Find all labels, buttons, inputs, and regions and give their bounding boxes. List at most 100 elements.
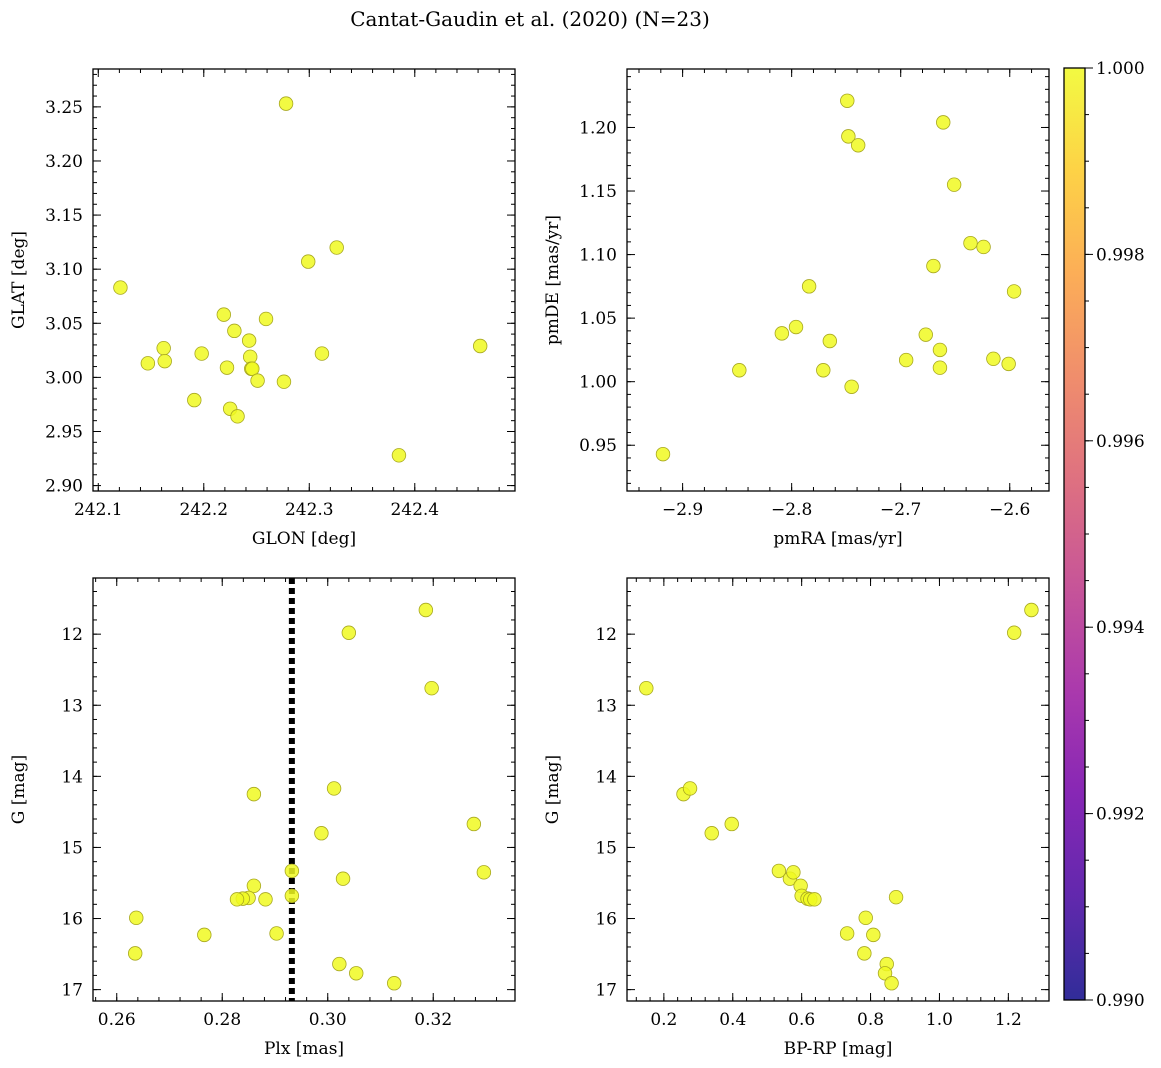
scatter-point — [1001, 356, 1016, 372]
scatter-point — [946, 177, 962, 192]
x-axis-label: pmRA [mas/yr] — [773, 529, 902, 549]
tick-marks — [93, 578, 515, 1001]
x-tick-label: 0.4 — [719, 1010, 746, 1030]
scatter-point — [314, 346, 330, 361]
colorbar-tick-label: 0.990 — [1096, 991, 1145, 1011]
colorbar-tick-label: 0.996 — [1096, 432, 1145, 452]
scatter-point — [387, 976, 402, 991]
x-tick-label: 242.2 — [179, 500, 228, 520]
y-tick-label: 2.95 — [45, 422, 83, 442]
y-tick-label: 14 — [595, 767, 617, 787]
scatter-point — [841, 129, 856, 144]
scatter-point — [140, 356, 156, 371]
scatter-point — [341, 625, 357, 640]
y-tick-label: 3.20 — [45, 152, 83, 172]
scatter-point — [418, 602, 434, 618]
x-axis-label: BP-RP [mag] — [784, 1039, 893, 1059]
scatter-point — [807, 892, 822, 907]
y-tick-label: 12 — [61, 625, 83, 645]
y-axis-label: GLAT [deg] — [9, 231, 29, 329]
y-tick-label: 1.05 — [579, 309, 617, 329]
colorbar: 0.990 0.992 0.994 0.996 0.998 1.000 — [1063, 59, 1145, 1011]
scatter-point — [732, 363, 747, 378]
scatter-point — [258, 892, 273, 907]
scatter-point — [655, 446, 671, 462]
scatter-point — [774, 326, 790, 341]
scatter-point — [816, 363, 831, 378]
panel-plx-g: 0.26 0.28 0.30 0.32 12 13 14 15 16 17 Plx [mas] G [… — [9, 577, 516, 1059]
x-tick-label: −2.8 — [771, 500, 812, 520]
scatter-point — [476, 865, 492, 880]
scatter-point — [216, 307, 232, 322]
axes-frame — [92, 577, 516, 1002]
scatter-point — [704, 826, 719, 841]
scatter-point — [156, 340, 171, 356]
scatter-point — [472, 338, 488, 354]
scatter-point — [129, 910, 144, 926]
scatter-point — [194, 346, 209, 361]
y-tick-label: 3.00 — [45, 368, 83, 388]
x-tick-label: −2.9 — [662, 500, 703, 520]
x-tick-label: 0.28 — [203, 1010, 241, 1030]
scatter-point — [786, 865, 801, 880]
scatter-point — [241, 333, 257, 348]
y-axis-label: G [mag] — [543, 755, 563, 824]
scatter-point — [227, 323, 242, 339]
x-tick-label: 0.32 — [414, 1010, 452, 1030]
scatter-point — [250, 373, 265, 388]
data-layer — [113, 96, 488, 463]
scatter-point — [276, 374, 292, 389]
y-tick-label: 3.10 — [45, 260, 83, 280]
colorbar-gradient — [1063, 67, 1086, 1001]
y-tick-label: 1.15 — [579, 182, 617, 202]
scatter-point — [839, 926, 855, 941]
y-tick-label: 1.10 — [579, 246, 617, 266]
scatter-point — [918, 327, 933, 342]
scatter-point — [245, 361, 260, 376]
x-axis-label: GLON [deg] — [252, 529, 356, 549]
scatter-point — [844, 379, 859, 394]
y-axis-label: G [mag] — [9, 755, 29, 824]
x-tick-label: 242.4 — [390, 500, 439, 520]
y-tick-label: 17 — [595, 981, 617, 1001]
scatter-point — [187, 392, 202, 408]
scatter-point — [926, 258, 941, 274]
scatter-point — [932, 360, 948, 375]
y-tick-label: 16 — [61, 910, 83, 930]
x-tick-label: 242.3 — [285, 500, 334, 520]
scatter-point — [788, 319, 804, 335]
scatter-point — [246, 878, 262, 894]
scatter-point — [242, 349, 258, 365]
scatter-point — [898, 352, 914, 368]
scatter-point — [1007, 625, 1022, 640]
axes-frame — [626, 68, 1050, 492]
y-tick-label: 17 — [61, 981, 83, 1001]
scatter-point — [229, 892, 245, 907]
tick-marks — [93, 69, 515, 491]
scatter-point — [963, 235, 978, 251]
scatter-point — [466, 816, 482, 832]
y-tick-label: 3.05 — [45, 314, 83, 334]
scatter-point — [682, 781, 698, 796]
scatter-point — [258, 311, 274, 327]
tick-marks — [627, 69, 1049, 491]
scatter-point — [936, 115, 951, 130]
scatter-point — [230, 409, 245, 424]
scatter-point — [1006, 284, 1022, 299]
x-tick-label: 0.6 — [788, 1010, 815, 1030]
y-tick-label: 1.00 — [579, 373, 617, 393]
y-tick-label: 15 — [61, 838, 83, 858]
x-tick-label: 0.2 — [650, 1010, 677, 1030]
scatter-point — [884, 976, 899, 991]
scatter-point — [801, 279, 817, 294]
y-tick-label: 3.15 — [45, 206, 83, 226]
y-tick-label: 14 — [61, 767, 83, 787]
scatter-point — [877, 966, 893, 981]
scatter-point — [349, 966, 364, 981]
figure-title: Cantat-Gaudin et al. (2020) (N=23) — [350, 7, 710, 31]
colorbar-tick-label: 0.992 — [1096, 805, 1145, 825]
scatter-point — [1024, 602, 1039, 618]
y-tick-label: 2.90 — [45, 477, 83, 497]
axes-frame — [92, 68, 516, 492]
